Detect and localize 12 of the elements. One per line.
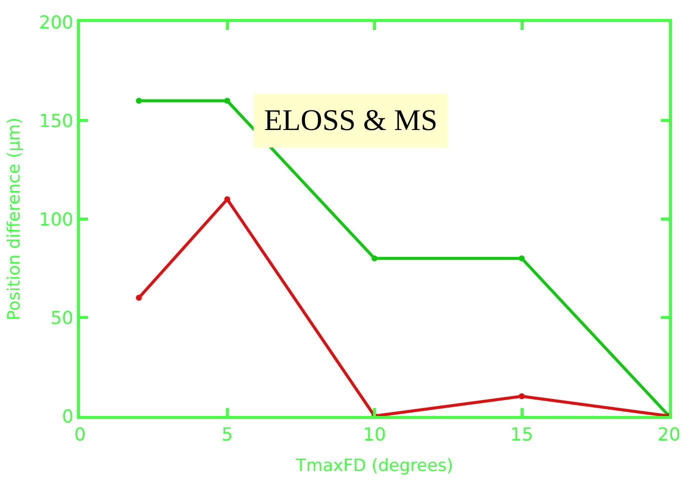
y-tick-label: 50 [50, 308, 74, 329]
x-tick-label: 5 [222, 424, 233, 446]
y-tick-label: 0 [62, 406, 74, 428]
y-axis-title: Position difference (μm) [4, 118, 25, 320]
x-tick-label: 10 [363, 424, 386, 446]
y-tick-label: 200 [39, 12, 74, 34]
x-tick-label: 15 [510, 424, 534, 446]
annotation: ELOSS & MS [264, 104, 438, 137]
y-tick-label: 150 [39, 110, 74, 132]
x-axis-title: TmaxFD (degrees) [294, 456, 454, 476]
y-tick-label: 100 [39, 209, 74, 230]
x-tick-label: 20 [658, 424, 680, 446]
